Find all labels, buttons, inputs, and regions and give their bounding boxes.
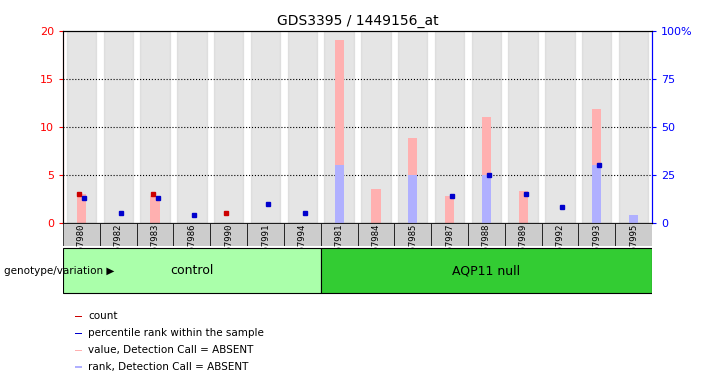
Bar [482, 117, 491, 223]
Bar [408, 138, 417, 223]
Text: GSM267987: GSM267987 [445, 224, 454, 272]
Bar [468, 223, 505, 246]
Bar [214, 31, 243, 223]
Text: count: count [88, 311, 118, 321]
Bar [394, 223, 431, 246]
Bar [592, 165, 601, 223]
Bar [482, 175, 491, 223]
Bar [67, 31, 96, 223]
Bar [615, 223, 652, 246]
Bar [287, 31, 317, 223]
Bar [210, 223, 247, 246]
Bar [75, 316, 82, 317]
Text: GSM267986: GSM267986 [187, 224, 196, 272]
Bar [398, 31, 428, 223]
Text: AQP11 null: AQP11 null [452, 264, 520, 277]
Text: GSM267985: GSM267985 [408, 224, 417, 272]
Text: GSM267995: GSM267995 [629, 224, 638, 272]
Bar [320, 248, 652, 293]
Text: GSM267984: GSM267984 [372, 224, 381, 272]
Bar [431, 223, 468, 246]
Text: GSM267994: GSM267994 [298, 224, 307, 272]
Bar [137, 223, 174, 246]
Bar [445, 196, 454, 223]
Text: value, Detection Call = ABSENT: value, Detection Call = ABSENT [88, 345, 254, 355]
Bar [325, 31, 354, 223]
Bar [140, 31, 170, 223]
Bar [435, 31, 464, 223]
Bar [247, 223, 284, 246]
Bar [629, 215, 638, 223]
Bar [542, 223, 578, 246]
Bar [75, 366, 82, 368]
Text: GSM267990: GSM267990 [224, 224, 233, 272]
Bar [174, 223, 210, 246]
Bar [177, 31, 207, 223]
Text: GSM267982: GSM267982 [114, 224, 123, 272]
Text: GSM267992: GSM267992 [555, 224, 564, 272]
Bar [505, 223, 542, 246]
Bar [592, 109, 601, 223]
Text: GSM267991: GSM267991 [261, 224, 270, 272]
Bar [284, 223, 321, 246]
Text: genotype/variation ▶: genotype/variation ▶ [4, 266, 114, 276]
Bar [578, 223, 615, 246]
Bar [334, 165, 343, 223]
Bar [334, 40, 343, 223]
Bar [408, 175, 417, 223]
Text: GSM267993: GSM267993 [592, 224, 601, 272]
Bar [75, 349, 82, 351]
Bar [251, 31, 280, 223]
Bar [75, 333, 82, 334]
Text: GSM267980: GSM267980 [77, 224, 86, 272]
Text: GSM267983: GSM267983 [151, 224, 160, 272]
Text: GSM267989: GSM267989 [519, 224, 528, 272]
Bar [545, 31, 575, 223]
Bar [619, 31, 648, 223]
Bar [100, 223, 137, 246]
Bar [361, 31, 390, 223]
Bar [104, 31, 133, 223]
Bar [472, 31, 501, 223]
Bar [63, 248, 320, 293]
Bar [358, 223, 394, 246]
Bar [508, 31, 538, 223]
Bar [151, 196, 160, 223]
Text: percentile rank within the sample: percentile rank within the sample [88, 328, 264, 338]
Text: GSM267981: GSM267981 [334, 224, 343, 272]
Text: rank, Detection Call = ABSENT: rank, Detection Call = ABSENT [88, 362, 249, 372]
Text: control: control [170, 264, 214, 277]
Bar [519, 191, 528, 223]
Bar [63, 223, 100, 246]
Bar [320, 223, 358, 246]
Bar [372, 189, 381, 223]
Bar [77, 194, 86, 223]
Text: GSM267988: GSM267988 [482, 224, 491, 272]
Bar [582, 31, 611, 223]
Title: GDS3395 / 1449156_at: GDS3395 / 1449156_at [277, 14, 438, 28]
